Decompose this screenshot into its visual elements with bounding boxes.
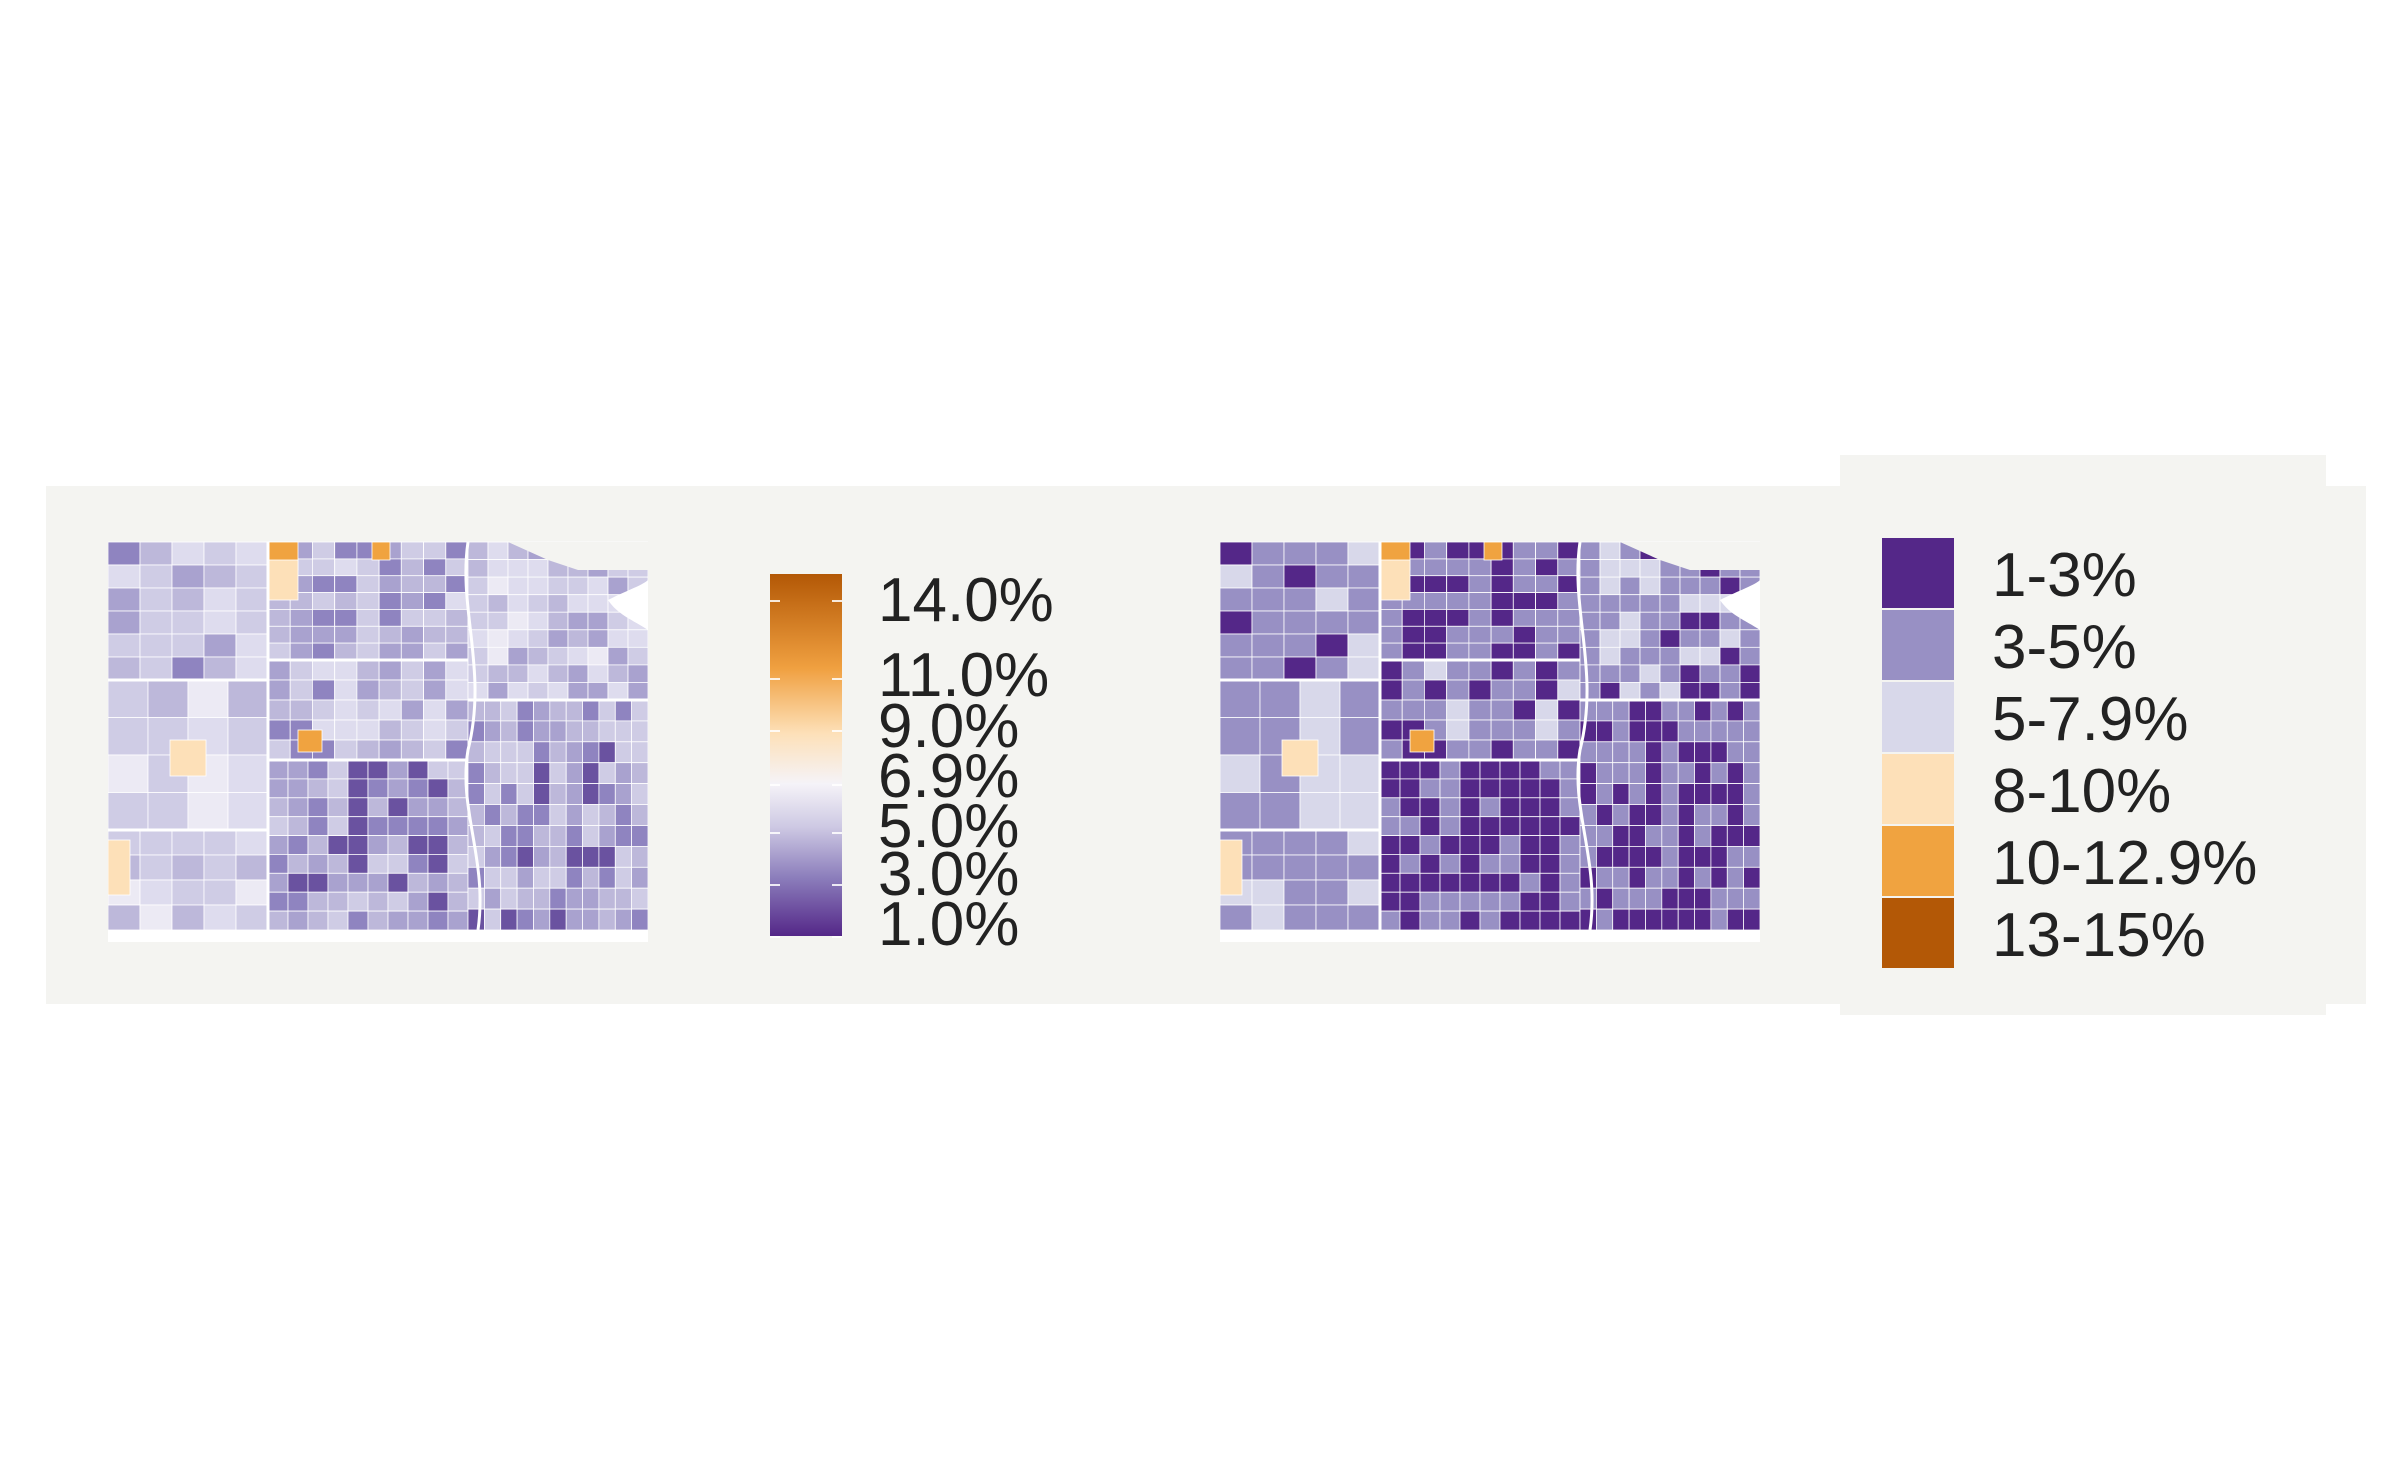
colorbar-tick-label: 11.0%: [878, 641, 1050, 710]
legend-label: 3-5%: [1992, 613, 2137, 682]
colorbar-tick-label: 14.0%: [878, 566, 1054, 635]
colorbar-tick-label: 1.0%: [878, 890, 1020, 959]
legend-swatch-4: [1882, 754, 1954, 824]
legend-label: 1-3%: [1992, 541, 2137, 610]
legend-label: 8-10%: [1992, 757, 2172, 826]
colorbar-tick-label: 6.9%: [878, 742, 1020, 811]
legend-label: 10-12.9%: [1992, 829, 2258, 898]
colorbar-tick-label: 3.0%: [878, 840, 1020, 909]
legend-swatch-6: [1882, 898, 1954, 968]
continuous-choropleth-map: [108, 541, 648, 942]
legend-swatch-5: [1882, 826, 1954, 896]
colorbar-tick-label: 9.0%: [878, 692, 1020, 761]
legend-label: 5-7.9%: [1992, 685, 2189, 754]
legend-swatch-2: [1882, 610, 1954, 680]
colorbar: [770, 574, 842, 938]
colorbar-tick-label: 5.0%: [878, 792, 1020, 861]
binned-choropleth-map: [1220, 541, 1760, 942]
legend-swatch-3: [1882, 682, 1954, 752]
legend-swatch-1: [1882, 538, 1954, 608]
legend-label: 13-15%: [1992, 901, 2206, 970]
